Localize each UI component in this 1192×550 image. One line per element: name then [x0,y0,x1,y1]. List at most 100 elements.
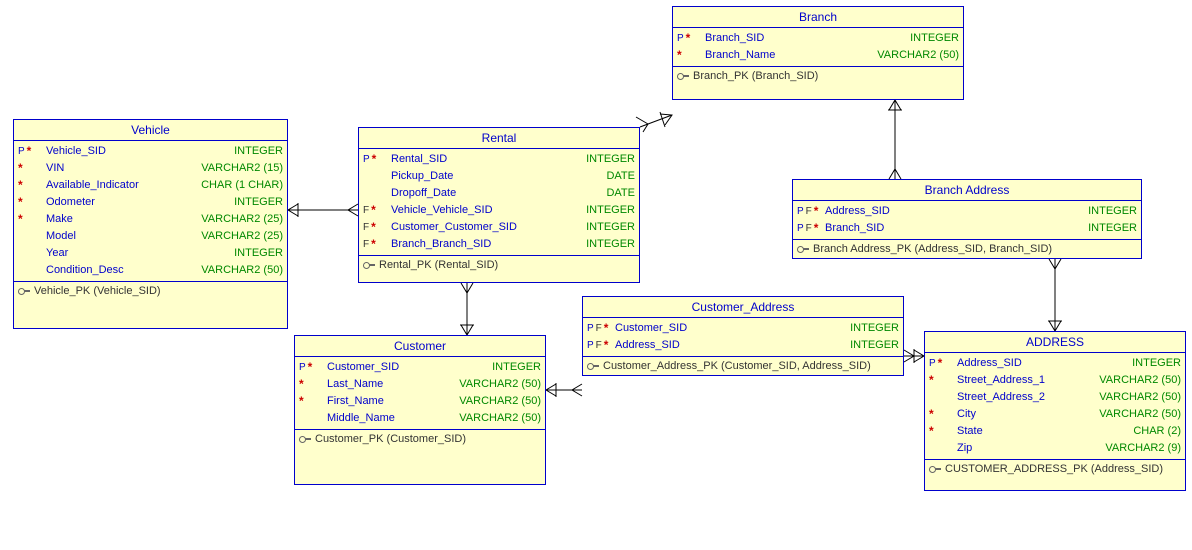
entity-pk: Vehicle_PK (Vehicle_SID) [14,281,287,300]
entity-branch[interactable]: BranchP*Branch_SIDINTEGER*Branch_NameVAR… [672,6,964,100]
column-flags: P* [677,31,705,46]
column-flags: PF* [797,221,825,236]
column-row: ModelVARCHAR2 (25) [14,228,287,245]
column-name: Condition_Desc [46,263,124,278]
column-row: PF*Branch_SIDINTEGER [793,220,1141,237]
column-type: VARCHAR2 (50) [447,411,541,426]
entity-columns: PF*Customer_SIDINTEGERPF*Address_SID INTE… [583,318,903,356]
pk-text: Rental_PK (Rental_SID) [379,259,498,271]
column-row: *VINVARCHAR2 (15) [14,160,287,177]
column-name: First_Name [327,394,384,409]
entity-branch_address[interactable]: Branch AddressPF*Address_SIDINTEGERPF*Br… [792,179,1142,259]
entity-address[interactable]: ADDRESSP*Address_SIDINTEGER*Street_Addre… [924,331,1186,491]
column-flags: * [929,373,957,388]
entity-title: ADDRESS [925,332,1185,353]
column-type: VARCHAR2 (50) [1087,373,1181,388]
column-name: Address_SID [825,204,890,219]
column-row: Condition_Desc VARCHAR2 (50) [14,262,287,279]
column-name: Make [46,212,73,227]
column-row: P*Customer_SIDINTEGER [295,359,545,376]
column-row: PF*Address_SID INTEGER [583,337,903,354]
column-flags: P* [929,356,957,371]
entity-columns: P*Address_SIDINTEGER*Street_Address_1VAR… [925,353,1185,459]
column-row: P*Address_SID INTEGER [925,355,1185,372]
entity-vehicle[interactable]: VehicleP*Vehicle_SIDINTEGER*VINVARCHAR2 … [13,119,288,329]
key-icon [299,435,311,443]
column-type: DATE [594,169,635,184]
column-type: INTEGER [574,203,635,218]
column-flags: * [929,424,957,439]
entity-title: Vehicle [14,120,287,141]
column-flags: * [677,48,705,63]
column-row: *CityVARCHAR2 (50) [925,406,1185,423]
column-name: Branch_Branch_SID [391,237,491,252]
column-type: INTEGER [222,144,283,159]
pk-text: Vehicle_PK (Vehicle_SID) [34,285,161,297]
column-row: YearINTEGER [14,245,287,262]
column-flags: * [18,178,46,193]
entity-columns: P*Vehicle_SIDINTEGER*VINVARCHAR2 (15)*Av… [14,141,287,281]
column-type: VARCHAR2 (50) [189,263,283,278]
column-row: *StateCHAR (2) [925,423,1185,440]
entity-columns: P*Customer_SIDINTEGER*Last_NameVARCHAR2 … [295,357,545,429]
pk-text: Customer_PK (Customer_SID) [315,433,466,445]
pk-text: Branch_PK (Branch_SID) [693,70,818,82]
column-flags: F* [363,237,391,252]
column-name: Rental_SID [391,152,447,167]
column-row: *MakeVARCHAR2 (25) [14,211,287,228]
column-flags: PF* [587,338,615,353]
column-type: INTEGER [1120,356,1181,371]
column-type: VARCHAR2 (15) [189,161,283,176]
column-row: P*Vehicle_SIDINTEGER [14,143,287,160]
column-name: Odometer [46,195,95,210]
entity-pk: CUSTOMER_ADDRESS_PK (Address_SID) [925,459,1185,478]
column-row: F*Branch_Branch_SIDINTEGER [359,236,639,253]
column-type: VARCHAR2 (9) [1093,441,1181,456]
key-icon [18,287,30,295]
column-name: Pickup_Date [391,169,453,184]
column-flags: PF* [797,204,825,219]
column-name: Vehicle_Vehicle_SID [391,203,493,218]
entity-title: Rental [359,128,639,149]
entity-customer_address[interactable]: Customer_AddressPF*Customer_SIDINTEGERPF… [582,296,904,376]
column-type: VARCHAR2 (25) [189,212,283,227]
column-name: Middle_Name [327,411,395,426]
column-row: Zip VARCHAR2 (9) [925,440,1185,457]
column-row: Street_Address_2VARCHAR2 (50) [925,389,1185,406]
entity-pk: Branch Address_PK (Address_SID, Branch_S… [793,239,1141,258]
key-icon [363,261,375,269]
column-name: Branch_SID [705,31,764,46]
entity-customer[interactable]: CustomerP*Customer_SIDINTEGER*Last_NameV… [294,335,546,485]
entity-columns: P*Rental_SIDINTEGERPickup_DateDATEDropof… [359,149,639,255]
column-type: INTEGER [898,31,959,46]
entity-title: Branch Address [793,180,1141,201]
column-row: *First_NameVARCHAR2 (50) [295,393,545,410]
column-name: State [957,424,983,439]
column-type: INTEGER [838,338,899,353]
column-name: Model [46,229,76,244]
column-type: VARCHAR2 (50) [1087,407,1181,422]
key-icon [797,245,809,253]
column-type: INTEGER [574,220,635,235]
column-name: City [957,407,976,422]
column-name: Street_Address_2 [957,390,1045,405]
column-name: Address_SID [957,356,1022,371]
column-name: Address_SID [615,338,680,353]
entity-rental[interactable]: RentalP*Rental_SIDINTEGERPickup_DateDATE… [358,127,640,283]
column-type: INTEGER [838,321,899,336]
column-flags: * [299,394,327,409]
column-flags: F* [363,203,391,218]
column-name: Zip [957,441,972,456]
column-name: Vehicle_SID [46,144,106,159]
entity-pk: Branch_PK (Branch_SID) [673,66,963,85]
column-row: PF*Customer_SIDINTEGER [583,320,903,337]
column-flags: PF* [587,321,615,336]
column-row: F*Customer_Customer_SIDINTEGER [359,219,639,236]
column-row: Dropoff_DateDATE [359,185,639,202]
column-flags: * [18,161,46,176]
column-type: CHAR (1 CHAR) [189,178,283,193]
column-flags: * [299,377,327,392]
key-icon [587,362,599,370]
key-icon [929,465,941,473]
column-name: Last_Name [327,377,383,392]
